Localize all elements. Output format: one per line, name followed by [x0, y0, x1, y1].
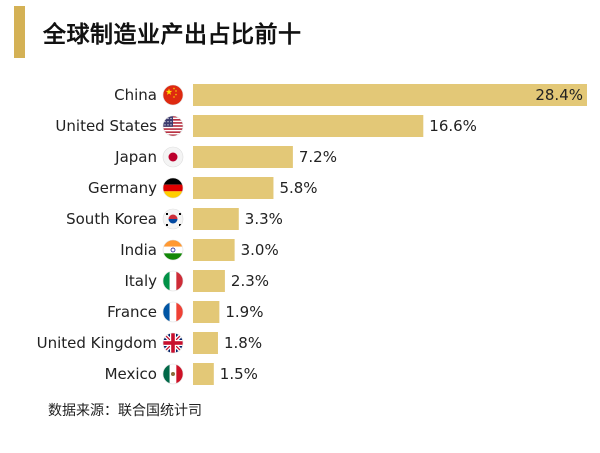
- value-label-united-states: 16.6%: [429, 117, 477, 135]
- bar-germany: [193, 177, 274, 199]
- bar-united-states: [193, 115, 424, 137]
- bar-row-germany: Germany 5.8%: [88, 177, 318, 199]
- japan-flag-icon: [162, 146, 184, 168]
- value-label-south-korea: 3.3%: [245, 210, 283, 228]
- category-label-united-states: United States: [55, 117, 157, 135]
- bar-japan: [193, 146, 293, 168]
- mexico-flag-icon: [162, 363, 184, 385]
- india-flag-icon: [162, 239, 184, 261]
- germany-flag-icon: [162, 177, 184, 199]
- category-label-south-korea: South Korea: [66, 210, 157, 228]
- united-states-flag-icon: [162, 115, 184, 137]
- bar-row-mexico: Mexico 1.5%: [105, 363, 258, 385]
- bar-italy: [193, 270, 225, 292]
- bar-row-united-states: United States 16.6%: [55, 115, 477, 137]
- bar-china: [193, 84, 587, 106]
- bar-row-united-kingdom: United Kingdom 1.8%: [37, 332, 262, 354]
- united-kingdom-flag-icon: [162, 332, 184, 354]
- category-label-united-kingdom: United Kingdom: [37, 334, 157, 352]
- bar-chart: China 28.4% United States 16.6% Japan 7.2% Ger…: [37, 84, 587, 385]
- bar-row-china: China 28.4%: [114, 84, 587, 106]
- value-label-france: 1.9%: [225, 303, 263, 321]
- bar-row-south-korea: South Korea 3.3%: [66, 208, 283, 230]
- italy-flag-icon: [162, 270, 184, 292]
- bar-row-italy: Italy 2.3%: [124, 270, 269, 292]
- bar-india: [193, 239, 235, 261]
- bar-mexico: [193, 363, 214, 385]
- category-label-china: China: [114, 86, 157, 104]
- bar-france: [193, 301, 220, 323]
- bar-south-korea: [193, 208, 239, 230]
- category-label-india: India: [120, 241, 157, 259]
- value-label-mexico: 1.5%: [220, 365, 258, 383]
- value-label-germany: 5.8%: [279, 179, 317, 197]
- category-label-mexico: Mexico: [105, 365, 157, 383]
- value-label-japan: 7.2%: [299, 148, 337, 166]
- bar-united-kingdom: [193, 332, 218, 354]
- value-label-india: 3.0%: [241, 241, 279, 259]
- value-label-china: 28.4%: [535, 86, 583, 104]
- china-flag-icon: [162, 84, 184, 106]
- category-label-italy: Italy: [124, 272, 157, 290]
- france-flag-icon: [162, 301, 184, 323]
- source-note: 数据来源：联合国统计司: [48, 403, 202, 419]
- bar-row-india: India 3.0%: [120, 239, 279, 261]
- title-block: 全球制造业产出占比前十: [14, 6, 302, 58]
- south-korea-flag-icon: [162, 208, 184, 230]
- chart-title: 全球制造业产出占比前十: [43, 22, 302, 48]
- category-label-france: France: [107, 303, 157, 321]
- value-label-united-kingdom: 1.8%: [224, 334, 262, 352]
- value-label-italy: 2.3%: [231, 272, 269, 290]
- category-label-japan: Japan: [114, 148, 157, 166]
- category-label-germany: Germany: [88, 179, 157, 197]
- title-accent-bar: [14, 6, 25, 58]
- bar-row-france: France 1.9%: [107, 301, 263, 323]
- bar-row-japan: Japan 7.2%: [114, 146, 337, 168]
